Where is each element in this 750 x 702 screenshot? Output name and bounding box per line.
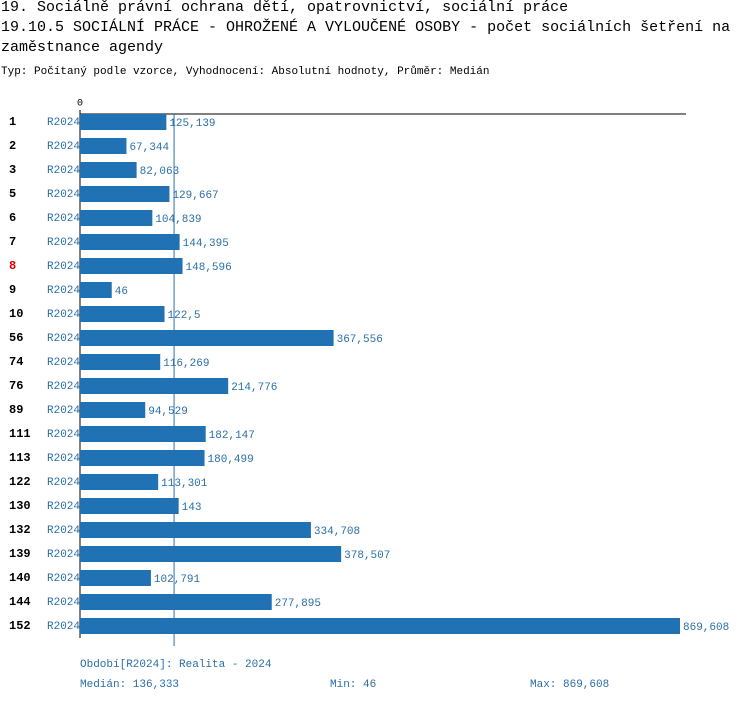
value-label: 334,708 [314, 526, 360, 538]
value-label: 113,301 [161, 478, 208, 490]
subtitle: 19.10.5 SOCIÁLNÍ PRÁCE - OHROŽENÉ A VYLO… [1, 19, 731, 56]
series-label: R2024 [47, 261, 80, 273]
series-label: R2024 [47, 621, 80, 633]
value-label: 102,791 [154, 574, 201, 586]
value-label: 182,147 [209, 430, 255, 442]
category-label: 3 [9, 163, 16, 177]
category-label: 56 [9, 331, 23, 345]
series-label: R2024 [47, 597, 80, 609]
series-label: R2024 [47, 357, 80, 369]
category-label: 8 [9, 259, 16, 273]
bar [80, 378, 229, 394]
category-label: 111 [9, 427, 31, 441]
category-label: 152 [9, 619, 31, 633]
series-label: R2024 [47, 333, 80, 345]
category-label: 7 [9, 235, 16, 249]
category-label: 144 [9, 595, 31, 609]
bar [80, 330, 334, 346]
category-label: 5 [9, 187, 16, 201]
value-label: 67,344 [129, 142, 169, 154]
category-label: 2 [9, 139, 16, 153]
bar [80, 138, 127, 154]
category-label: 122 [9, 475, 31, 489]
series-label: R2024 [47, 285, 80, 297]
series-label: R2024 [47, 573, 80, 585]
value-label: 378,507 [344, 550, 390, 562]
bar [80, 546, 342, 562]
category-label: 76 [9, 379, 23, 393]
bar [80, 354, 161, 370]
category-label: 139 [9, 547, 31, 561]
value-label: 869,608 [683, 622, 729, 634]
x-tick-label: 0 [77, 99, 83, 110]
footer-period: Období[R2024]: Realita - 2024 [80, 659, 272, 671]
bar [80, 594, 272, 610]
category-label: 6 [9, 211, 16, 225]
value-label: 94,529 [148, 406, 188, 418]
series-label: R2024 [47, 237, 80, 249]
series-label: R2024 [47, 477, 80, 489]
value-label: 367,556 [337, 334, 383, 346]
bar [80, 426, 206, 442]
category-label: 113 [9, 451, 31, 465]
value-label: 125,139 [169, 118, 215, 130]
series-label: R2024 [47, 453, 80, 465]
bar [80, 402, 146, 418]
bar [80, 210, 153, 226]
category-label: 10 [9, 307, 23, 321]
bar [80, 162, 137, 178]
bar [80, 282, 112, 298]
series-label: R2024 [47, 381, 80, 393]
footer-max: Max: 869,608 [530, 679, 609, 691]
series-label: R2024 [47, 117, 80, 129]
category-label: 89 [9, 403, 23, 417]
series-label: R2024 [47, 429, 80, 441]
value-label: 46 [115, 286, 128, 298]
category-label: 1 [9, 115, 16, 129]
footer-min: Min: 46 [330, 679, 376, 691]
bar [80, 114, 167, 130]
bar [80, 450, 205, 466]
series-label: R2024 [47, 165, 80, 177]
value-label: 116,269 [163, 358, 209, 370]
series-label: R2024 [47, 189, 80, 201]
category-label: 130 [9, 499, 31, 513]
value-label: 82,063 [140, 166, 180, 178]
category-label: 9 [9, 283, 16, 297]
value-label: 104,839 [155, 214, 201, 226]
category-label: 132 [9, 523, 31, 537]
bar [80, 570, 151, 586]
value-label: 143 [182, 502, 202, 514]
series-label: R2024 [47, 525, 80, 537]
series-label: R2024 [47, 309, 80, 321]
series-label: R2024 [47, 213, 80, 225]
bar [80, 234, 180, 250]
series-label: R2024 [47, 501, 80, 513]
bar [80, 498, 179, 514]
series-label: R2024 [47, 141, 80, 153]
bar [80, 522, 311, 538]
title: 19. Sociálně právní ochrana dětí, opatro… [1, 0, 569, 16]
series-label: R2024 [47, 405, 80, 417]
footer-median: Medián: 136,333 [80, 679, 179, 691]
category-label: 74 [9, 355, 23, 369]
value-label: 148,596 [186, 262, 232, 274]
value-label: 214,776 [231, 382, 277, 394]
value-label: 180,499 [208, 454, 254, 466]
bar [80, 186, 170, 202]
series-label: R2024 [47, 549, 80, 561]
category-label: 140 [9, 571, 31, 585]
bar [80, 258, 183, 274]
bar [80, 474, 159, 490]
value-label: 277,895 [275, 598, 321, 610]
description: Typ: Počítaný podle vzorce, Vyhodnocení:… [1, 66, 490, 78]
value-label: 144,395 [183, 238, 229, 250]
bar [80, 618, 680, 634]
value-label: 122,5 [168, 310, 201, 322]
value-label: 129,667 [172, 190, 218, 202]
bar [80, 306, 165, 322]
